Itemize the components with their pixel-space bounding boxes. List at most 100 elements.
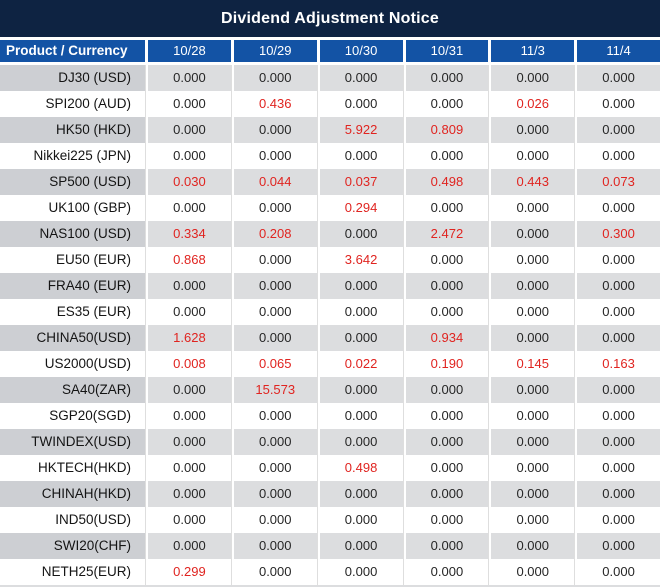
value-cell: 0.000: [148, 403, 231, 429]
value-cell: 0.000: [577, 91, 660, 117]
value-cell: 0.000: [319, 273, 403, 299]
product-cell: Nikkei225 (JPN): [0, 143, 145, 169]
value-cell: 0.000: [491, 429, 575, 455]
product-cell: FRA40 (EUR): [0, 273, 145, 299]
value-cell: 0.145: [491, 351, 575, 377]
product-cell: TWINDEX(USD): [0, 429, 145, 455]
date-column-header: 10/30: [319, 40, 403, 62]
table-row: SGP20(SGD) 0.000 0.000 0.000 0.000 0.000 0.00…: [0, 403, 660, 429]
table-row: US2000(USD) 0.008 0.065 0.022 0.190 0.145 0.1…: [0, 351, 660, 377]
product-cell: SP500 (USD): [0, 169, 145, 195]
value-cell: 0.000: [233, 559, 317, 585]
product-cell: HK50 (HKD): [0, 117, 145, 143]
value-cell: 0.000: [405, 143, 489, 169]
product-cell: NETH25(EUR): [0, 559, 145, 585]
value-cell: 0.934: [405, 325, 489, 351]
value-cell: 0.000: [319, 299, 403, 325]
value-cell: 0.000: [491, 455, 575, 481]
value-cell: 0.000: [233, 65, 317, 91]
product-cell: IND50(USD): [0, 507, 145, 533]
value-cell: 0.000: [319, 403, 403, 429]
value-cell: 15.573: [233, 377, 317, 403]
value-cell: 0.000: [577, 429, 660, 455]
product-cell: CHINAH(HKD): [0, 481, 145, 507]
value-cell: 0.000: [148, 377, 231, 403]
value-cell: 0.000: [233, 195, 317, 221]
table-header-row: Product / Currency 10/28 10/29 10/30 10/31 1…: [0, 40, 660, 62]
value-cell: 0.000: [577, 559, 660, 585]
value-cell: 0.000: [148, 481, 231, 507]
title-bar: Dividend Adjustment Notice: [0, 0, 660, 37]
value-cell: 0.000: [405, 91, 489, 117]
date-column-header: 10/28: [148, 40, 231, 62]
table-row: HKTECH(HKD) 0.000 0.000 0.498 0.000 0.000 0.0…: [0, 455, 660, 481]
product-cell: SGP20(SGD): [0, 403, 145, 429]
table-row: HK50 (HKD) 0.000 0.000 5.922 0.809 0.000 0.00…: [0, 117, 660, 143]
table-row: CHINAH(HKD) 0.000 0.000 0.000 0.000 0.000 0.0…: [0, 481, 660, 507]
value-cell: 0.294: [319, 195, 403, 221]
value-cell: 0.868: [148, 247, 231, 273]
value-cell: 0.008: [148, 351, 231, 377]
product-cell: ES35 (EUR): [0, 299, 145, 325]
value-cell: 0.000: [319, 429, 403, 455]
value-cell: 0.000: [491, 143, 575, 169]
value-cell: 0.065: [233, 351, 317, 377]
product-cell: CHINA50(USD): [0, 325, 145, 351]
value-cell: 0.000: [233, 143, 317, 169]
value-cell: 0.000: [148, 117, 231, 143]
value-cell: 0.000: [405, 533, 489, 559]
value-cell: 2.472: [405, 221, 489, 247]
value-cell: 0.000: [491, 533, 575, 559]
value-cell: 0.000: [577, 117, 660, 143]
value-cell: 0.190: [405, 351, 489, 377]
table-body: DJ30 (USD) 0.000 0.000 0.000 0.000 0.000 0.00…: [0, 65, 660, 585]
table-row: ES35 (EUR) 0.000 0.000 0.000 0.000 0.000 0.00…: [0, 299, 660, 325]
value-cell: 3.642: [319, 247, 403, 273]
value-cell: 0.000: [405, 481, 489, 507]
value-cell: 0.000: [233, 455, 317, 481]
table-row: EU50 (EUR) 0.868 0.000 3.642 0.000 0.000 0.00…: [0, 247, 660, 273]
table-row: IND50(USD) 0.000 0.000 0.000 0.000 0.000 0.00…: [0, 507, 660, 533]
value-cell: 0.000: [233, 403, 317, 429]
value-cell: 0.000: [405, 247, 489, 273]
value-cell: 0.000: [233, 533, 317, 559]
value-cell: 0.044: [233, 169, 317, 195]
value-cell: 0.000: [491, 247, 575, 273]
value-cell: 0.000: [233, 247, 317, 273]
value-cell: 0.000: [148, 507, 231, 533]
value-cell: 0.000: [405, 429, 489, 455]
value-cell: 0.000: [491, 273, 575, 299]
value-cell: 0.000: [233, 117, 317, 143]
table-row: NAS100 (USD) 0.334 0.208 0.000 2.472 0.000 0.…: [0, 221, 660, 247]
product-cell: NAS100 (USD): [0, 221, 145, 247]
value-cell: 0.000: [233, 325, 317, 351]
value-cell: 0.000: [319, 65, 403, 91]
value-cell: 0.000: [405, 65, 489, 91]
value-cell: 0.000: [148, 299, 231, 325]
value-cell: 0.000: [577, 481, 660, 507]
value-cell: 0.000: [319, 221, 403, 247]
value-cell: 0.026: [491, 91, 575, 117]
value-cell: 0.000: [405, 507, 489, 533]
date-column-header: 11/4: [577, 40, 660, 62]
value-cell: 0.000: [405, 195, 489, 221]
page-title: Dividend Adjustment Notice: [221, 9, 439, 27]
value-cell: 0.000: [148, 429, 231, 455]
value-cell: 0.000: [148, 455, 231, 481]
value-cell: 0.000: [405, 455, 489, 481]
value-cell: 0.498: [405, 169, 489, 195]
value-cell: 0.000: [491, 325, 575, 351]
value-cell: 0.000: [491, 195, 575, 221]
table-row: TWINDEX(USD) 0.000 0.000 0.000 0.000 0.000 0.…: [0, 429, 660, 455]
table-row: CHINA50(USD) 1.628 0.000 0.000 0.934 0.000 0.…: [0, 325, 660, 351]
product-cell: SPI200 (AUD): [0, 91, 145, 117]
value-cell: 0.000: [233, 273, 317, 299]
value-cell: 0.000: [577, 403, 660, 429]
value-cell: 0.037: [319, 169, 403, 195]
value-cell: 0.000: [319, 559, 403, 585]
value-cell: 0.000: [405, 403, 489, 429]
table-row: SP500 (USD) 0.030 0.044 0.037 0.498 0.443 0.0…: [0, 169, 660, 195]
value-cell: 0.030: [148, 169, 231, 195]
value-cell: 0.299: [148, 559, 231, 585]
